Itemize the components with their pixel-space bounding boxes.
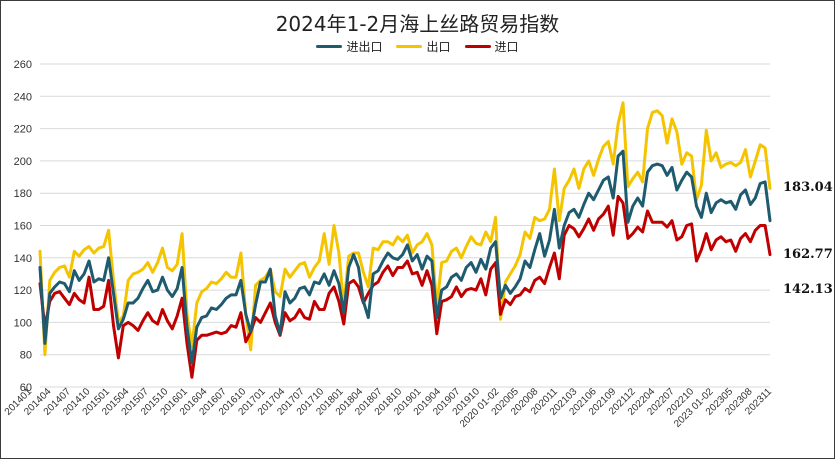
y-tick-label: 100: [14, 317, 32, 329]
series-lines: [38, 101, 772, 379]
legend-label-chu: 出口: [426, 40, 451, 54]
end-value-label: 142.13: [783, 282, 833, 297]
y-tick-label: 200: [14, 156, 32, 168]
gridlines: [40, 63, 770, 388]
end-value-labels: 183.04 162.77 142.13: [783, 180, 833, 297]
chart-title: 2024年1-2月海上丝路贸易指数: [275, 12, 560, 36]
chart-legend: 进出口 出口 进口: [0, 38, 835, 55]
y-tick-label: 240: [14, 91, 32, 103]
series-line-chu: [38, 101, 772, 357]
series-line-jinchu: [38, 149, 772, 365]
y-tick-label: 260: [14, 59, 32, 71]
legend-swatch-chu: [396, 45, 423, 48]
y-tick-label: 160: [14, 221, 32, 233]
end-value-label: 162.77: [783, 247, 833, 262]
y-tick-label: 120: [14, 285, 32, 297]
legend-item-jinchu: 进出口: [316, 38, 382, 55]
y-tick-label: 140: [14, 253, 32, 265]
series-line-jin: [38, 194, 772, 379]
y-axis-ticks: 60 80 100 120 140 160 180 200 220 240 260: [14, 59, 32, 394]
x-axis-ticks: 2014012014042014072014102015012015042015…: [3, 386, 775, 430]
legend-label-jin: 进口: [494, 40, 519, 54]
legend-swatch-jinchu: [316, 45, 343, 48]
y-tick-label: 80: [20, 350, 32, 362]
legend-item-chu: 出口: [396, 38, 451, 55]
y-tick-label: 60: [20, 382, 32, 394]
y-tick-label: 220: [14, 124, 32, 136]
end-value-label: 183.04: [783, 180, 833, 195]
legend-item-jin: 进口: [464, 38, 519, 55]
y-tick-label: 180: [14, 188, 32, 200]
legend-label-jinchu: 进出口: [346, 40, 383, 54]
legend-swatch-jin: [464, 45, 491, 48]
